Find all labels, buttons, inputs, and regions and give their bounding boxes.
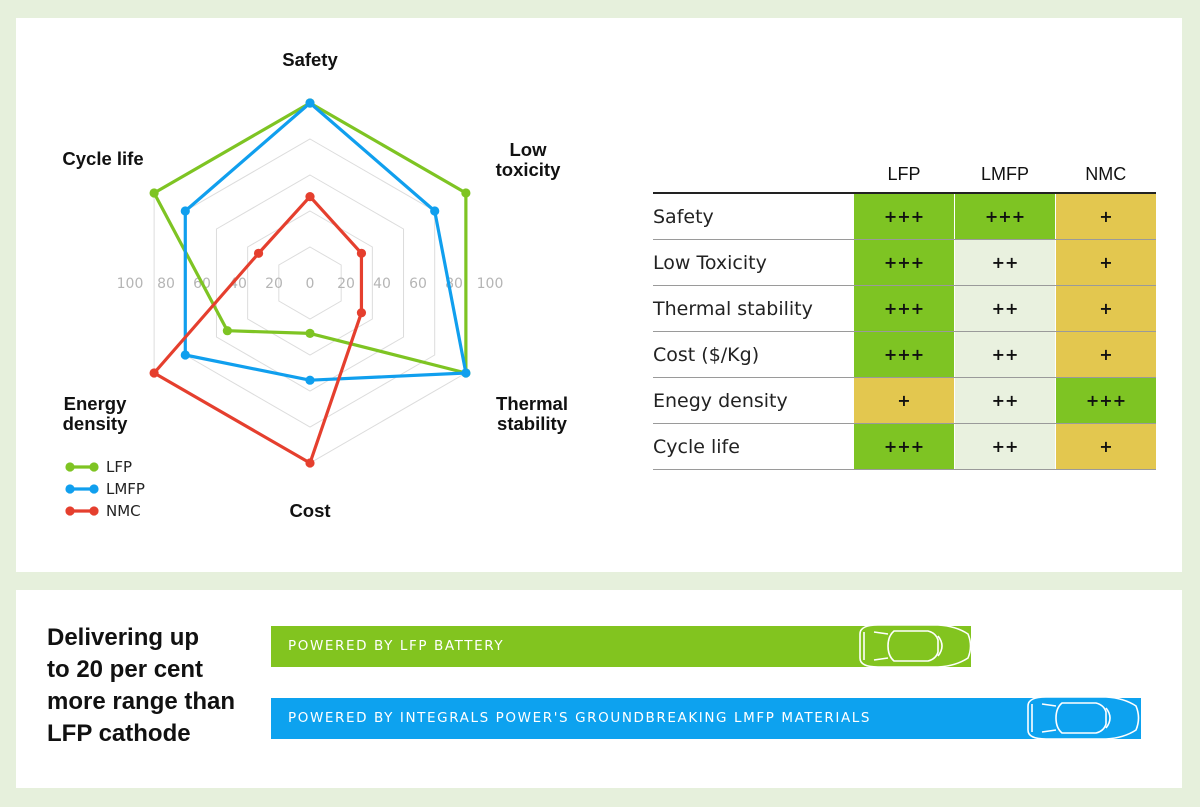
table-row: Enegy density + ++ +++ [653,377,1156,424]
column-header-lmfp: LMFP [954,156,1056,194]
data-point-nmc [305,192,315,202]
rating-cell: ++ [954,331,1056,378]
rating-cell: +++ [853,423,955,470]
rating-cell: +++ [853,193,955,240]
car-icon [1027,696,1140,740]
table-row: Cycle life +++ ++ + [653,423,1156,470]
data-point-lfp [222,326,232,336]
rating-cell: +++ [853,285,955,332]
radar-grid-ring [278,246,342,320]
table-row: Thermal stability +++ ++ + [653,285,1156,332]
data-point-nmc [356,308,367,318]
legend-marker [89,506,99,516]
headline-line: to 20 per cent [47,656,204,683]
table-corner [653,156,854,194]
rating-cell: ++ [954,423,1056,470]
lmfp-bar-label: POWERED BY INTEGRALS POWER'S GROUNDBREAK… [288,710,872,726]
comparison-table: LFP LMFP NMC Safety +++ +++ + Low Toxicity ++… [653,156,1156,470]
radar-tick-label: 100 [477,276,504,292]
radar-tick-label: 0 [306,276,315,292]
data-point-lfp [461,188,471,198]
data-point-nmc [305,458,315,468]
rating-cell: +++ [853,239,955,286]
rating-cell: + [853,377,955,424]
table-row: Cost ($/Kg) +++ ++ + [653,331,1156,378]
headline-line: LFP cathode [47,720,191,747]
rating-cell: + [1055,193,1156,240]
rating-cell: +++ [954,193,1056,240]
rating-cell: + [1055,285,1156,332]
legend-marker [65,462,75,472]
table-header-row: LFP LMFP NMC [653,156,1156,194]
table-row: Safety +++ +++ + [653,193,1156,240]
car-icon [859,624,972,668]
data-point-nmc [149,368,159,378]
axis-label: Cycle life [62,148,143,169]
comparison-panel: 0 20 20 40 40 60 60 80 80 100 100 Safety Low toxicity… [16,18,1182,572]
legend-label: NMC [106,502,141,520]
radar-tick-label: 20 [265,276,283,292]
row-label: Enegy density [653,377,854,424]
data-point-lmfp [180,206,190,216]
radar-tick-label: 60 [409,276,427,292]
data-point-lmfp [180,350,190,360]
radar-tick-label: 100 [117,276,144,292]
range-headline: Delivering up to 20 per cent more range … [47,622,262,750]
rating-cell: +++ [1055,377,1156,424]
data-point-lmfp [305,98,315,108]
row-label: Cycle life [653,423,854,470]
radar-tick-label: 40 [373,276,391,292]
radar-tick-label: 80 [157,276,175,292]
table-body: Safety +++ +++ + Low Toxicity +++ ++ + Thermal s… [653,193,1156,470]
legend-marker [89,462,99,472]
legend-label: LMFP [106,480,145,498]
row-label: Thermal stability [653,285,854,332]
range-banner: Delivering up to 20 per cent more range … [16,590,1182,788]
lfp-bar-label: POWERED BY LFP BATTERY [288,638,505,654]
rating-cell: ++ [954,239,1056,286]
axis-label: Cost [289,500,330,521]
radar-grid-ring [247,210,373,356]
column-header-lfp: LFP [853,156,955,194]
rating-cell: + [1055,239,1156,286]
data-point-nmc [253,248,264,258]
data-point-lfp [149,188,159,198]
rating-cell: ++ [954,377,1056,424]
data-point-nmc [356,248,367,258]
data-point-lfp [305,328,315,338]
column-header-nmc: NMC [1055,156,1156,194]
row-label: Cost ($/Kg) [653,331,854,378]
row-label: Low Toxicity [653,239,854,286]
rating-cell: + [1055,331,1156,378]
lmfp-range-bar: POWERED BY INTEGRALS POWER'S GROUNDBREAK… [271,698,1141,739]
rating-cell: +++ [853,331,955,378]
rating-cell: ++ [954,285,1056,332]
rating-cell: + [1055,423,1156,470]
axis-label: Low toxicity [496,139,561,180]
table-row: Low Toxicity +++ ++ + [653,239,1156,286]
radar-grid-ring [215,174,405,392]
radar-tick-label: 20 [337,276,355,292]
legend-marker [65,506,75,516]
data-point-lmfp [305,375,315,385]
legend-label: LFP [106,458,132,476]
legend-marker [89,484,99,494]
axis-label: Safety [282,49,338,70]
data-point-lmfp [461,368,471,378]
lfp-range-bar: POWERED BY LFP BATTERY [271,626,971,667]
headline-line: Delivering up [47,624,200,651]
data-point-lmfp [430,206,440,216]
axis-label: Energy density [63,393,128,434]
legend-marker [65,484,75,494]
headline-line: more range than [47,688,236,715]
row-label: Safety [653,193,854,240]
axis-label: Thermal stability [496,393,568,434]
